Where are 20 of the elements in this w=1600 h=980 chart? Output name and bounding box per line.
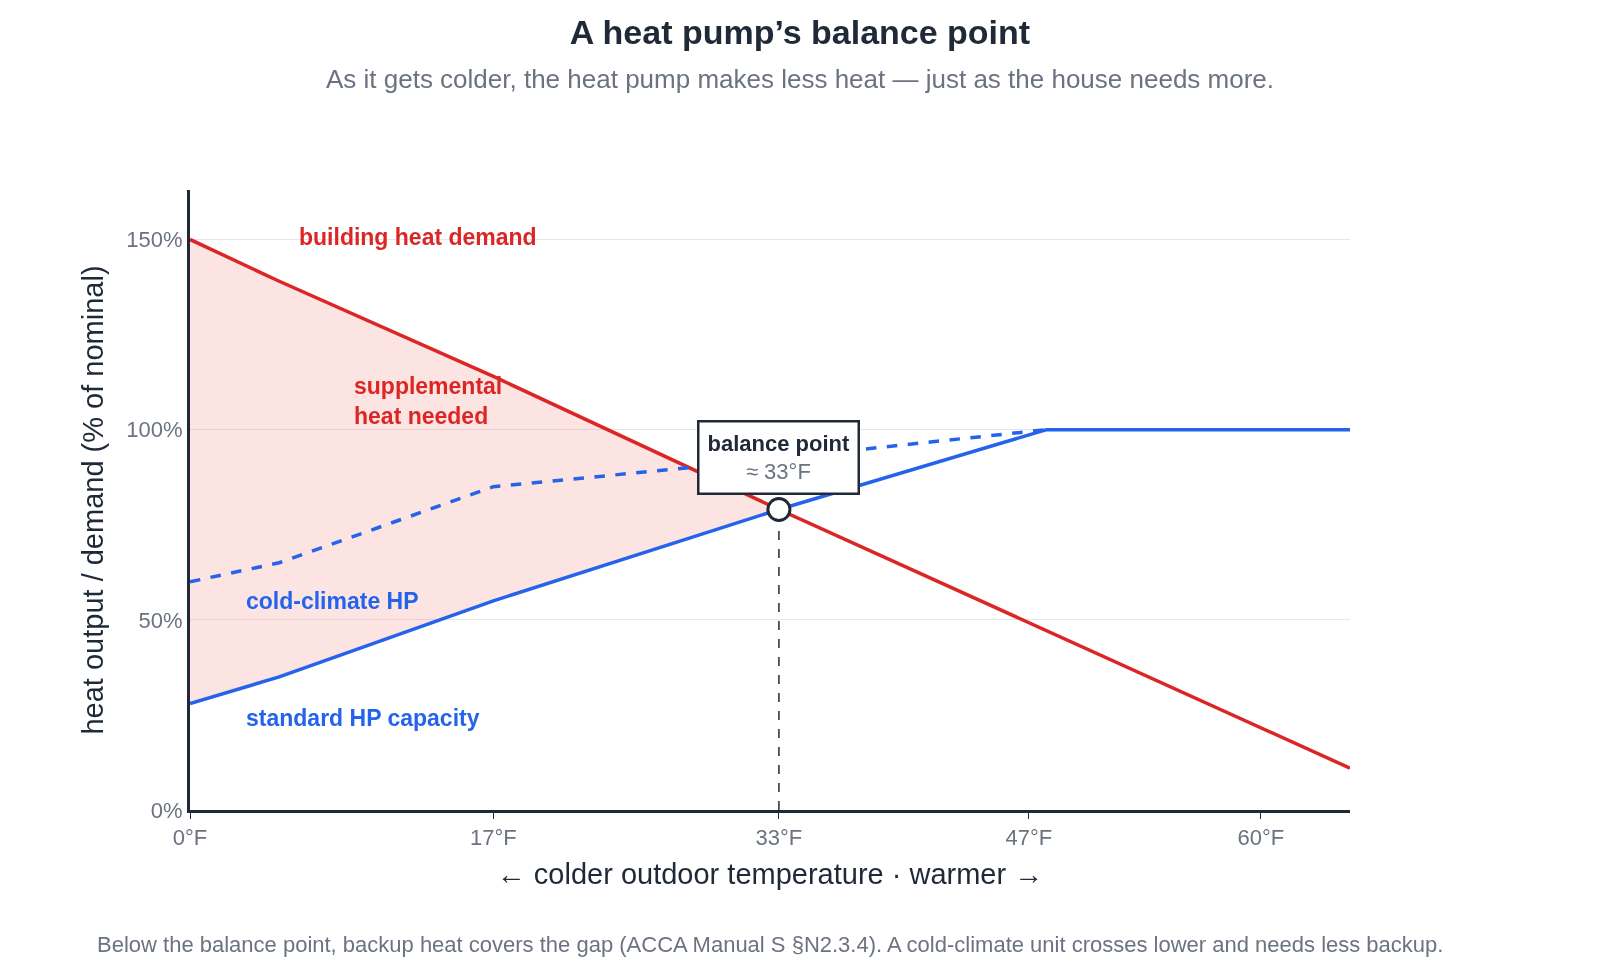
series-label: building heat demand: [299, 224, 537, 250]
x-tick-label: 17°F: [470, 825, 517, 851]
x-tick-label: 47°F: [1005, 825, 1053, 851]
annotation: supplemental heat needed: [354, 373, 503, 429]
series-label: standard HP capacity: [246, 705, 480, 731]
text: Below the balance point, backup heat covers the gap (ACCA Manual S §N2.3.4). A cold-climate unit crosses lower and needs less backup.: [97, 932, 1444, 957]
line-series: [190, 427, 1350, 706]
chart-title: A heat pump’s balance point: [569, 13, 1031, 52]
series-label: cold-climate HP: [246, 588, 419, 614]
x-tick-label: 33°F: [755, 825, 803, 851]
y-tick-label: 100%: [126, 417, 183, 443]
x-tick-label: 0°F: [172, 825, 208, 851]
chart-subtitle: As it gets colder, the heat pump makes less heat — just as the house needs more.: [325, 64, 1275, 95]
y-axis-title: heat output / demand (% of nominal): [76, 265, 109, 735]
x-tick-label: 60°F: [1237, 825, 1285, 851]
y-tick-label: 0%: [150, 797, 183, 823]
annotation: balance point ≈ 33°F: [707, 430, 850, 485]
y-tick-label: 150%: [126, 227, 183, 253]
x-axis-title: ← colder outdoor temperature · warmer →: [496, 858, 1044, 891]
y-tick-label: 50%: [138, 607, 183, 633]
